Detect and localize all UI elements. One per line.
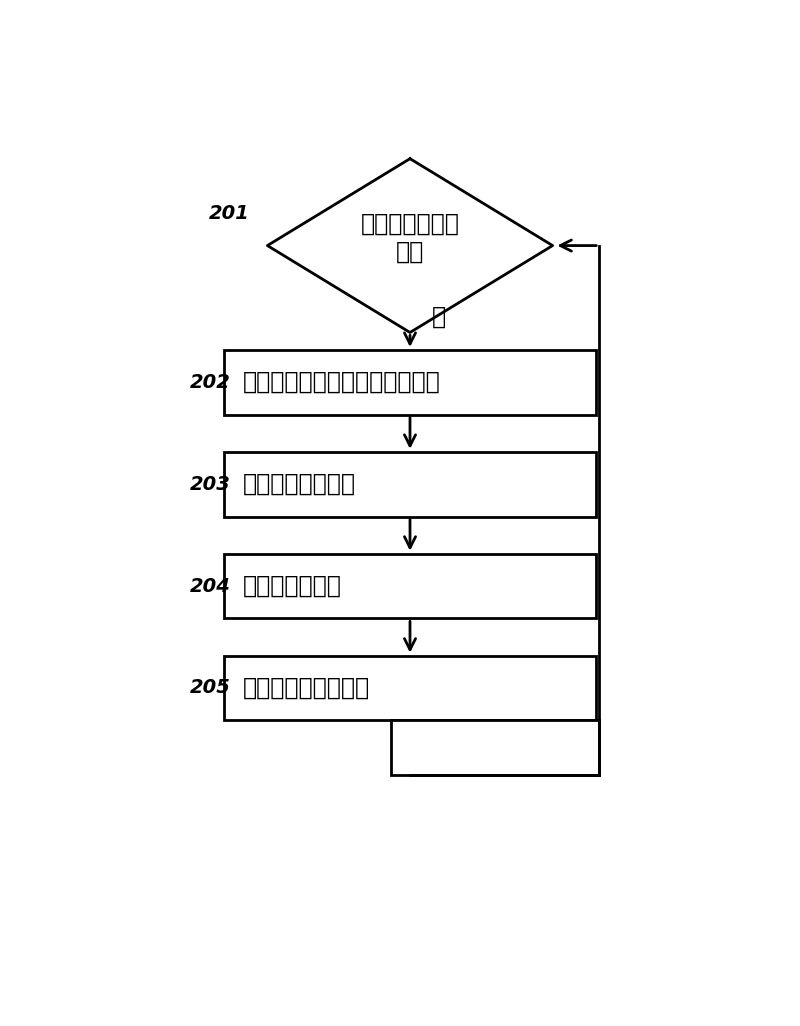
Text: 201: 201 (209, 204, 250, 224)
Text: 判断是否输入一
信号: 判断是否输入一 信号 (361, 211, 459, 264)
Bar (224, 554, 596, 619)
Text: 204: 204 (190, 577, 230, 595)
Text: 调整发光组件的亮度: 调整发光组件的亮度 (242, 676, 370, 700)
Text: 输出一控制信号: 输出一控制信号 (242, 575, 342, 598)
Bar (224, 656, 596, 720)
Bar (224, 350, 596, 415)
Text: 205: 205 (190, 678, 230, 698)
Bar (391, 720, 599, 775)
Text: 202: 202 (190, 372, 230, 392)
Text: 203: 203 (190, 475, 230, 494)
Text: 是: 是 (432, 305, 446, 328)
Text: 计算需调整发光组件亮度的幅度: 计算需调整发光组件亮度的幅度 (242, 370, 440, 394)
Bar (224, 451, 596, 516)
Text: 调整寄存器的设定: 调整寄存器的设定 (242, 472, 356, 497)
